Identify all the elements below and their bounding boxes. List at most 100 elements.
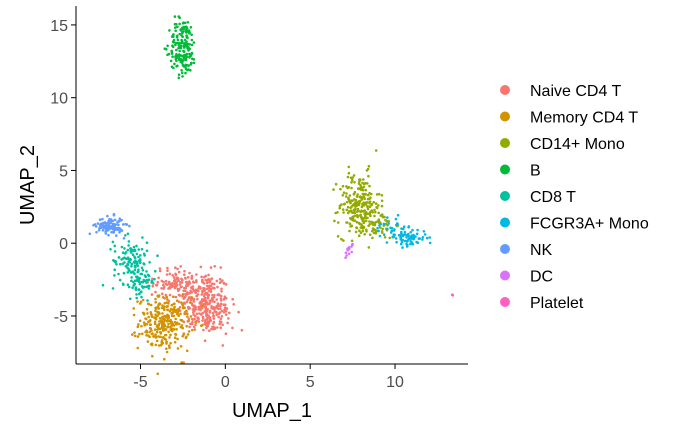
legend-label: B [530, 163, 541, 180]
data-point [181, 61, 184, 65]
data-point [146, 340, 150, 343]
data-point [362, 182, 366, 186]
data-point [336, 221, 340, 224]
data-point [428, 236, 432, 239]
data-point [344, 256, 347, 260]
data-point [179, 345, 183, 348]
data-point [363, 216, 366, 220]
data-point [197, 320, 201, 323]
data-point [121, 262, 125, 266]
data-point [175, 48, 178, 52]
data-point [176, 41, 180, 45]
data-point [358, 229, 361, 232]
series-cd8-t [101, 232, 159, 302]
data-point [187, 330, 191, 333]
data-point [167, 322, 170, 326]
data-point [126, 262, 129, 266]
data-point [136, 325, 140, 329]
data-point [165, 350, 169, 354]
data-point [341, 208, 345, 211]
data-point [192, 307, 195, 311]
data-point [168, 29, 171, 32]
data-point [177, 53, 181, 56]
data-point [425, 236, 429, 240]
data-point [179, 318, 182, 322]
data-point [348, 229, 351, 233]
data-point [380, 231, 384, 234]
data-point [220, 309, 224, 313]
data-point [220, 290, 223, 293]
x-axis-title: UMAP_1 [232, 400, 312, 422]
data-point [96, 222, 100, 225]
data-point [184, 71, 187, 75]
data-point [98, 226, 102, 229]
data-point [149, 303, 153, 307]
series-memory-cd4-t [131, 293, 204, 376]
data-point [219, 299, 223, 302]
data-point [219, 302, 223, 306]
data-point [180, 281, 184, 284]
data-point [220, 315, 224, 318]
data-point [156, 314, 159, 318]
data-point [154, 307, 157, 311]
data-point [165, 347, 168, 351]
data-point [359, 195, 362, 198]
data-point [159, 331, 163, 334]
data-point [154, 297, 157, 301]
data-point [187, 319, 190, 323]
data-point [129, 297, 132, 301]
data-point [184, 295, 187, 298]
data-point [129, 258, 132, 262]
data-point [206, 322, 210, 325]
data-point [130, 264, 133, 268]
data-point [166, 266, 169, 270]
data-point [171, 45, 175, 49]
series-nk [88, 212, 131, 240]
data-point [344, 195, 348, 198]
data-point [138, 261, 142, 265]
data-point [161, 317, 165, 321]
data-point [174, 29, 177, 33]
data-point [370, 202, 374, 206]
data-point [139, 302, 142, 305]
data-point [215, 279, 219, 283]
data-point [110, 225, 113, 229]
data-point [177, 73, 181, 76]
data-point [145, 285, 149, 289]
data-point [351, 242, 354, 246]
data-point [192, 41, 196, 44]
data-point [203, 322, 207, 326]
data-point [154, 313, 157, 317]
data-point [403, 239, 407, 243]
data-point [138, 282, 142, 286]
data-point [212, 314, 215, 318]
data-point [165, 273, 169, 276]
data-point [180, 361, 183, 364]
data-point [176, 267, 179, 271]
data-point [422, 230, 426, 233]
data-point [392, 235, 395, 239]
data-point [159, 317, 162, 320]
data-point [192, 281, 196, 284]
data-point [184, 312, 187, 316]
data-point [340, 237, 343, 241]
data-point [215, 313, 218, 317]
data-point [106, 221, 109, 225]
data-point [405, 236, 408, 239]
data-point [174, 266, 177, 270]
data-point [240, 328, 244, 332]
data-point [224, 332, 228, 336]
data-point [219, 266, 222, 269]
data-point [221, 344, 225, 347]
data-point [183, 43, 186, 47]
data-point [213, 265, 216, 268]
x-tick-label: -5 [133, 374, 147, 391]
data-point [361, 203, 364, 207]
data-point [193, 328, 197, 331]
data-point [353, 219, 357, 222]
series-platelet [450, 293, 455, 297]
data-point [199, 265, 203, 269]
data-point [140, 247, 144, 251]
data-point [363, 212, 367, 216]
data-point [203, 296, 207, 300]
